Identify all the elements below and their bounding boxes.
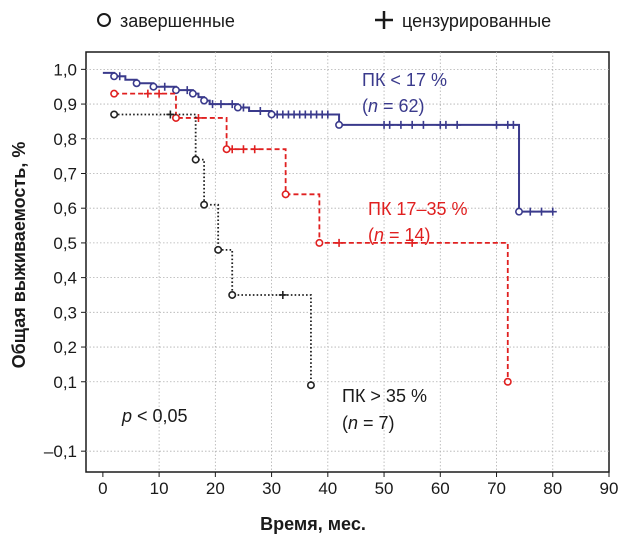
censored-marker bbox=[228, 100, 237, 109]
event-marker bbox=[200, 200, 209, 209]
censored-marker bbox=[537, 207, 546, 216]
event-marker bbox=[110, 72, 119, 81]
censored-marker bbox=[155, 89, 164, 98]
event-marker bbox=[228, 290, 237, 299]
series-s1 bbox=[102, 71, 557, 216]
event-marker bbox=[149, 82, 158, 91]
series-s3 bbox=[110, 110, 315, 390]
series-line bbox=[114, 92, 509, 382]
y-tick-label: 0,5 bbox=[53, 234, 77, 253]
y-tick-label: 0,7 bbox=[53, 164, 77, 183]
legend-circle-icon bbox=[97, 13, 111, 27]
censored-marker bbox=[256, 107, 265, 116]
event-marker bbox=[110, 110, 119, 119]
y-tick-label: 0,9 bbox=[53, 95, 77, 114]
p-value-annotation: p < 0,05 bbox=[121, 406, 188, 426]
censored-marker bbox=[335, 238, 344, 247]
censored-marker bbox=[396, 120, 405, 129]
y-axis-ticks: 1,0 0,9 0,8 0,7 0,6 0,5 0,4 0,3 0,2 0,1 –0,1 bbox=[44, 60, 86, 461]
event-marker bbox=[267, 110, 276, 119]
series-label-1-line1: ПК < 17 % bbox=[362, 70, 447, 90]
event-marker bbox=[335, 120, 344, 129]
y-tick-label: 0,6 bbox=[53, 199, 77, 218]
x-tick-label: 60 bbox=[431, 479, 450, 498]
x-tick-label: 30 bbox=[262, 479, 281, 498]
y-tick-label: –0,1 bbox=[44, 442, 77, 461]
event-marker bbox=[515, 207, 524, 216]
censored-marker bbox=[323, 110, 332, 119]
event-marker bbox=[188, 89, 197, 98]
censored-marker bbox=[408, 238, 417, 247]
event-marker bbox=[214, 245, 223, 254]
censored-marker bbox=[408, 120, 417, 129]
series-label-3-line2: (n = 7) bbox=[342, 413, 395, 433]
y-tick-label: 0,4 bbox=[53, 269, 77, 288]
y-tick-label: 0,1 bbox=[53, 373, 77, 392]
event-marker bbox=[233, 103, 242, 112]
event-marker bbox=[171, 86, 180, 95]
x-tick-label: 80 bbox=[543, 479, 562, 498]
event-marker bbox=[503, 377, 512, 386]
censored-marker bbox=[216, 100, 225, 109]
event-marker bbox=[200, 96, 209, 105]
event-marker bbox=[110, 89, 119, 98]
x-tick-label: 50 bbox=[375, 479, 394, 498]
event-marker bbox=[306, 381, 315, 390]
y-tick-label: 1,0 bbox=[53, 60, 77, 79]
event-marker bbox=[281, 190, 290, 199]
censored-marker bbox=[239, 145, 248, 154]
censored-marker bbox=[453, 120, 462, 129]
y-tick-label: 0,2 bbox=[53, 338, 77, 357]
series-label-3-line1: ПК > 35 % bbox=[342, 386, 427, 406]
series-line bbox=[114, 113, 312, 386]
x-tick-label: 20 bbox=[206, 479, 225, 498]
series-layer bbox=[102, 71, 557, 390]
event-marker bbox=[171, 113, 180, 122]
censored-marker bbox=[419, 120, 428, 129]
series-label-2-line2: (n = 14) bbox=[368, 225, 431, 245]
legend: завершенные цензурированные bbox=[97, 11, 551, 31]
censored-marker bbox=[385, 120, 394, 129]
censored-marker bbox=[208, 100, 217, 109]
censored-marker bbox=[250, 145, 259, 154]
censored-marker bbox=[509, 120, 518, 129]
x-axis-ticks: 0 10 20 30 40 50 60 70 80 90 bbox=[98, 472, 618, 498]
legend-label-censored: цензурированные bbox=[402, 11, 551, 31]
event-marker bbox=[315, 238, 324, 247]
censored-marker bbox=[526, 207, 535, 216]
legend-plus-icon bbox=[375, 11, 393, 29]
event-marker bbox=[191, 155, 200, 164]
censored-marker bbox=[166, 110, 175, 119]
censored-marker bbox=[143, 89, 152, 98]
x-tick-label: 10 bbox=[150, 479, 169, 498]
series-label-2-line1: ПК 17–35 % bbox=[368, 199, 467, 219]
censored-marker bbox=[548, 207, 557, 216]
series-s2 bbox=[110, 89, 512, 386]
series-label-1-line2: (n = 62) bbox=[362, 96, 425, 116]
event-marker bbox=[222, 145, 231, 154]
y-tick-label: 0,8 bbox=[53, 130, 77, 149]
x-axis-title: Время, мес. bbox=[260, 514, 366, 534]
x-tick-label: 70 bbox=[487, 479, 506, 498]
censored-marker bbox=[160, 82, 169, 91]
censored-marker bbox=[278, 290, 287, 299]
legend-label-completed: завершенные bbox=[120, 11, 235, 31]
x-tick-label: 0 bbox=[98, 479, 107, 498]
censored-marker bbox=[441, 120, 450, 129]
censored-marker bbox=[492, 120, 501, 129]
censored-marker bbox=[183, 86, 192, 95]
y-tick-label: 0,3 bbox=[53, 303, 77, 322]
y-axis-title: Общая выживаемость, % bbox=[9, 142, 29, 369]
x-tick-label: 90 bbox=[600, 479, 619, 498]
event-marker bbox=[132, 79, 141, 88]
plot-frame bbox=[85, 51, 610, 473]
x-tick-label: 40 bbox=[318, 479, 337, 498]
